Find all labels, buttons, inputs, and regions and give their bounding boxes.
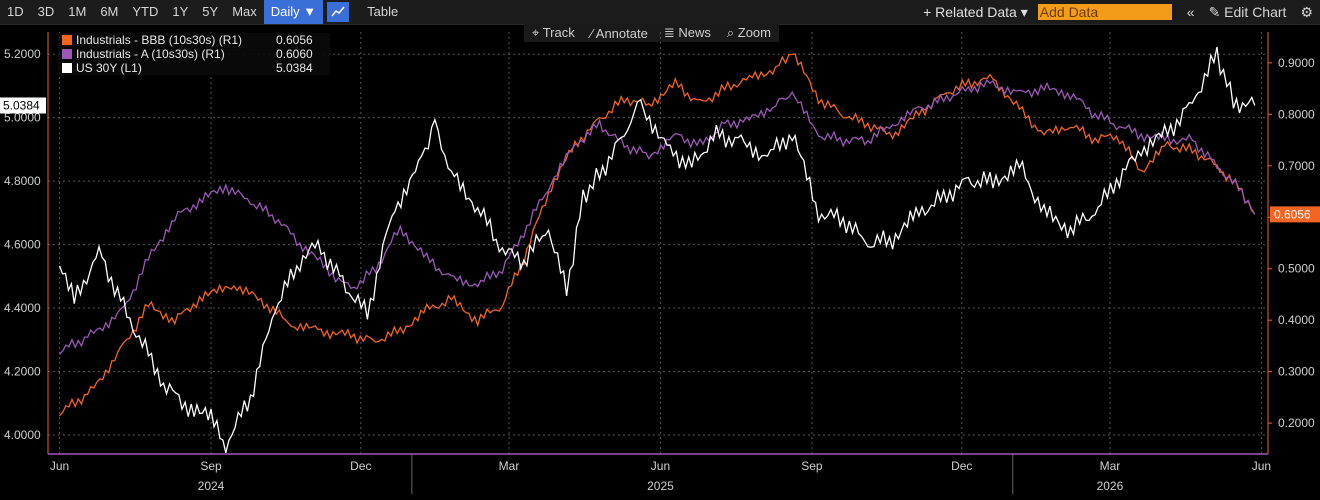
series-line	[59, 53, 1256, 417]
y-right-tick-label: 0.8000	[1278, 107, 1315, 121]
x-tick-label: Mar	[499, 459, 520, 473]
period-1y[interactable]: 1Y	[172, 4, 189, 19]
collapse-icon[interactable]: «	[1186, 4, 1195, 20]
legend-label: US 30Y (L1)	[76, 61, 142, 75]
tool-2[interactable]: ≣ News	[663, 25, 711, 40]
period-buttons: 1D 3D 1M 6M YTD 1Y 5Y Max	[0, 0, 264, 24]
legend-swatch	[62, 35, 72, 45]
series-line	[59, 79, 1256, 355]
x-year-label: 2024	[198, 479, 225, 493]
y-right-tick-label: 0.7000	[1278, 159, 1315, 173]
legend-value: 5.0384	[276, 61, 313, 75]
x-tick-label: Dec	[350, 459, 371, 473]
x-year-label: 2025	[647, 479, 674, 493]
y-left-tick-label: 5.0000	[4, 111, 41, 125]
line-chart-icon[interactable]	[327, 2, 350, 22]
legend-swatch	[62, 63, 72, 73]
x-tick-label: Jun	[50, 459, 69, 473]
legend-label: Industrials - BBB (10s30s) (R1)	[76, 33, 243, 47]
x-tick-label: Sep	[200, 459, 222, 473]
top-toolbar: 1D 3D 1M 6M YTD 1Y 5Y Max Daily ▼ Table + Relat…	[0, 0, 1320, 25]
y-right-tick-label: 0.9000	[1278, 56, 1315, 70]
x-tick-label: Jun	[651, 459, 670, 473]
edit-chart-button[interactable]: ✎ Edit Chart	[1208, 4, 1287, 20]
legend-item[interactable]: US 30Y (L1) 5.0384	[58, 61, 330, 75]
left-last-value: 5.0384	[3, 98, 40, 112]
x-tick-label: Dec	[951, 459, 972, 473]
y-right-tick-label: 0.3000	[1278, 365, 1315, 379]
period-ytd[interactable]: YTD	[132, 4, 159, 19]
chart-tools: ⌖ Track ⁄ Annotate ≣ News ⌕ Zoom	[524, 24, 779, 42]
left-last-value-box	[0, 97, 46, 114]
period-1d[interactable]: 1D	[7, 4, 24, 19]
line-chart: Jun Sep Dec Mar Jun Sep Dec Mar Jun 2024 2025 2026 4…	[0, 32, 1320, 494]
y-right-tick-label: 0.2000	[1278, 416, 1315, 430]
series-line	[58, 46, 1256, 453]
x-tick-label: Mar	[1100, 459, 1121, 473]
y-right-tick-label: 0.4000	[1278, 313, 1315, 327]
legend-item[interactable]: Industrials - BBB (10s30s) (R1) 0.6056	[58, 33, 330, 47]
y-left-tick-label: 5.2000	[4, 47, 41, 61]
legend-label: Industrials - A (10s30s) (R1)	[76, 47, 225, 61]
y-left-tick-label: 4.4000	[4, 301, 41, 315]
related-data-button[interactable]: + Related Data ▾	[923, 3, 1028, 20]
legend: Industrials - BBB (10s30s) (R1) 0.6056 Ind…	[58, 33, 330, 75]
add-data-input[interactable]: Add Data	[1037, 4, 1172, 20]
x-tick-label: Jun	[1252, 459, 1271, 473]
right-last-value: 0.6056	[1274, 207, 1311, 221]
tool-1[interactable]: ⁄ Annotate	[590, 25, 648, 41]
right-last-value-box	[1270, 206, 1320, 223]
legend-item[interactable]: Industrials - A (10s30s) (R1) 0.6060	[58, 47, 330, 61]
period-6m[interactable]: 6M	[100, 4, 119, 19]
legend-value: 0.6060	[276, 47, 313, 61]
y-left-tick-label: 4.2000	[4, 365, 41, 379]
tool-0[interactable]: ⌖ Track	[532, 25, 575, 40]
period-1m[interactable]: 1M	[68, 4, 87, 19]
frequency-dropdown[interactable]: Daily ▼	[263, 0, 324, 24]
x-year-label: 2026	[1097, 479, 1124, 493]
legend-swatch	[62, 49, 72, 59]
y-right-tick-label: 0.5000	[1278, 262, 1315, 276]
settings-icon[interactable]: ⚙	[1300, 4, 1313, 20]
period-5y[interactable]: 5Y	[202, 4, 219, 19]
tool-3[interactable]: ⌕ Zoom	[726, 25, 771, 40]
legend-value: 0.6056	[276, 33, 313, 47]
x-tick-label: Sep	[801, 459, 823, 473]
toolbar-right: + Related Data ▾ Add Data « ✎ Edit Chart…	[913, 0, 1320, 24]
y-left-tick-label: 4.6000	[4, 238, 41, 252]
period-3d[interactable]: 3D	[37, 4, 55, 19]
period-max[interactable]: Max	[232, 4, 257, 19]
table-button[interactable]: Table	[367, 4, 399, 19]
y-left-tick-label: 4.8000	[4, 174, 41, 188]
y-left-tick-label: 4.0000	[4, 428, 41, 442]
